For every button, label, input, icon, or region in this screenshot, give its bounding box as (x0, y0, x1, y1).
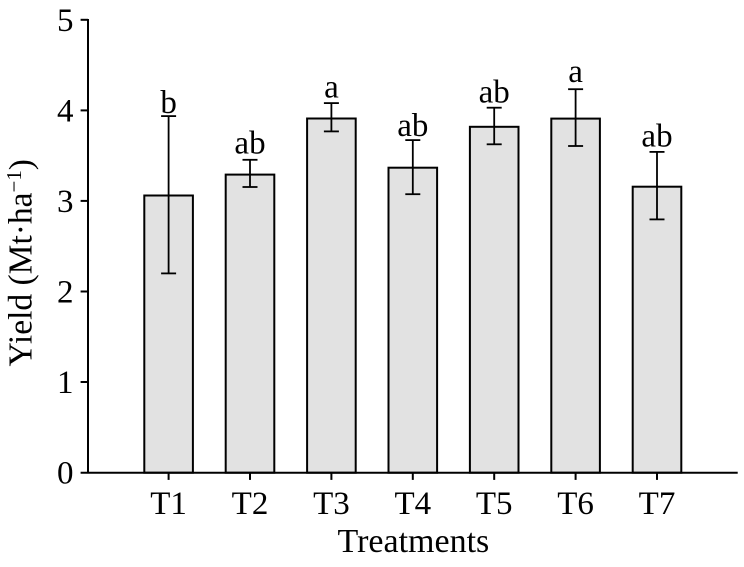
svg-text:T2: T2 (232, 486, 269, 522)
svg-text:T3: T3 (313, 486, 350, 522)
svg-text:Yield (Mt·ha−1): Yield (Mt·ha−1) (2, 159, 40, 366)
svg-text:5: 5 (57, 3, 74, 39)
svg-text:b: b (160, 85, 177, 121)
svg-text:ab: ab (234, 125, 265, 161)
svg-text:T6: T6 (557, 486, 594, 522)
svg-text:T1: T1 (150, 486, 187, 522)
svg-text:ab: ab (397, 108, 428, 144)
svg-text:T7: T7 (639, 486, 676, 522)
svg-text:3: 3 (57, 184, 74, 220)
svg-text:a: a (324, 70, 339, 106)
svg-text:T5: T5 (476, 486, 513, 522)
svg-text:T4: T4 (394, 486, 431, 522)
svg-text:ab: ab (479, 74, 510, 110)
svg-text:0: 0 (57, 456, 74, 492)
svg-text:Treatments: Treatments (338, 523, 490, 560)
svg-text:2: 2 (57, 275, 74, 311)
svg-text:a: a (568, 54, 583, 90)
svg-text:ab: ab (641, 118, 672, 154)
svg-text:1: 1 (57, 365, 74, 401)
svg-text:4: 4 (57, 93, 74, 129)
